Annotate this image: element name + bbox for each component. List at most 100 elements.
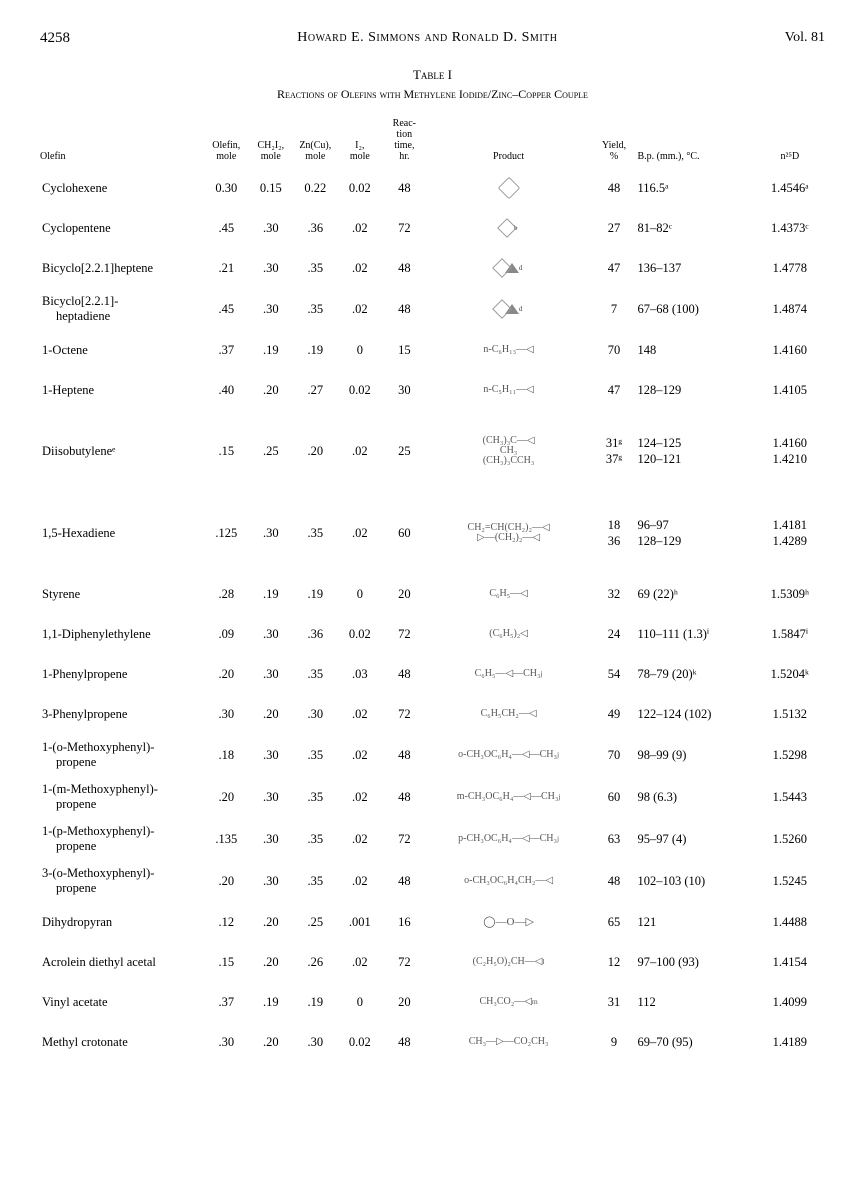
table-body: Cyclohexene0.300.150.220.024848116.5ᵃ1.4… <box>40 168 825 1062</box>
cell-time: 16 <box>382 902 427 942</box>
cell-bp: 95–97 (4) <box>637 818 754 860</box>
cell-om: .30 <box>204 694 249 734</box>
cell-i2: .03 <box>338 654 383 694</box>
cell-nd: 1.4488 <box>755 902 825 942</box>
cell-om: .125 <box>204 492 249 574</box>
col-olefin-mole: Olefin, mole <box>204 116 249 168</box>
cell-olefin: Cyclohexene <box>40 168 204 208</box>
cell-i2: .02 <box>338 248 383 288</box>
cell-olefin: 1,1-Diphenylethylene <box>40 614 204 654</box>
table-row: Cyclohexene0.300.150.220.024848116.5ᵃ1.4… <box>40 168 825 208</box>
cell-ch: .30 <box>249 288 294 330</box>
cell-ch: .30 <box>249 208 294 248</box>
cell-i2: 0.02 <box>338 168 383 208</box>
table-header: Olefin Olefin, mole CH₂I₂, mole Zn(Cu), … <box>40 116 825 168</box>
cell-i2: .02 <box>338 818 383 860</box>
cell-olefin: 3-Phenylpropene <box>40 694 204 734</box>
cell-time: 48 <box>382 776 427 818</box>
cell-bp: 112 <box>637 982 754 1022</box>
cell-time: 48 <box>382 734 427 776</box>
cell-i2: .02 <box>338 776 383 818</box>
table-row: 1-(o-Methoxyphenyl)-propene.18.30.35.024… <box>40 734 825 776</box>
cell-time: 48 <box>382 248 427 288</box>
cell-time: 25 <box>382 410 427 492</box>
cell-ch: .30 <box>249 614 294 654</box>
cell-zn: .27 <box>293 370 338 410</box>
cell-nd: 1.5298 <box>755 734 825 776</box>
cell-zn: .19 <box>293 330 338 370</box>
cell-yield: 63 <box>591 818 638 860</box>
cell-i2: 0 <box>338 330 383 370</box>
cell-ch: 0.15 <box>249 168 294 208</box>
cell-bp: 97–100 (93) <box>637 942 754 982</box>
cell-yield: 27 <box>591 208 638 248</box>
cell-time: 20 <box>382 982 427 1022</box>
table-row: 1-Octene.37.19.19015n-C₆H₁₃—◁701481.4160 <box>40 330 825 370</box>
cell-product: ◯—O—▷ <box>427 902 591 942</box>
cell-i2: .02 <box>338 734 383 776</box>
cell-nd: 1.5443 <box>755 776 825 818</box>
cell-bp: 102–103 (10) <box>637 860 754 902</box>
col-zncu: Zn(Cu), mole <box>293 116 338 168</box>
cell-om: .18 <box>204 734 249 776</box>
page-number: 4258 <box>40 30 70 47</box>
page-header: 4258 Howard E. Simmons and Ronald D. Smi… <box>40 30 825 47</box>
cell-product: C₆H₅CH₂—◁ <box>427 694 591 734</box>
cell-yield: 49 <box>591 694 638 734</box>
cell-product: (CH₃)₃C—◁ CH₃ (CH₃)₃CCH₃ <box>427 410 591 492</box>
cell-ch: .20 <box>249 1022 294 1062</box>
cell-zn: .25 <box>293 902 338 942</box>
cell-yield: 60 <box>591 776 638 818</box>
cell-i2: 0.02 <box>338 370 383 410</box>
cell-ch: .20 <box>249 370 294 410</box>
cell-i2: .001 <box>338 902 383 942</box>
table-row: 1-Heptene.40.20.270.0230n-C₅H₁₁—◁47128–1… <box>40 370 825 410</box>
cell-om: .45 <box>204 288 249 330</box>
cell-yield: 47 <box>591 248 638 288</box>
col-ch2i2: CH₂I₂, mole <box>249 116 294 168</box>
cell-nd: 1.5245 <box>755 860 825 902</box>
table-row: Methyl crotonate.30.20.300.0248CH₃—▷—CO₂… <box>40 1022 825 1062</box>
table-row: 1-(m-Methoxyphenyl)-propene.20.30.35.024… <box>40 776 825 818</box>
cell-product: n-C₆H₁₃—◁ <box>427 330 591 370</box>
cell-time: 72 <box>382 694 427 734</box>
cell-ch: .20 <box>249 942 294 982</box>
cell-nd: 1.4874 <box>755 288 825 330</box>
cell-bp: 110–111 (1.3)ⁱ <box>637 614 754 654</box>
col-bp: B.p. (mm.), °C. <box>637 116 754 168</box>
cell-time: 72 <box>382 942 427 982</box>
cell-nd: 1.4105 <box>755 370 825 410</box>
cell-yield: 18 36 <box>591 492 638 574</box>
cell-ch: .19 <box>249 574 294 614</box>
cell-om: .15 <box>204 410 249 492</box>
cell-i2: 0 <box>338 574 383 614</box>
cell-zn: .20 <box>293 410 338 492</box>
cell-nd: 1.4099 <box>755 982 825 1022</box>
cell-time: 60 <box>382 492 427 574</box>
table-row: Vinyl acetate.37.19.19020CH₃CO₂—◁ m31112… <box>40 982 825 1022</box>
table-subtitle: Reactions of Olefins with Methylene Iodi… <box>40 87 825 102</box>
cell-i2: .02 <box>338 208 383 248</box>
cell-yield: 47 <box>591 370 638 410</box>
cell-nd: 1.5260 <box>755 818 825 860</box>
cell-bp: 69 (22)ʰ <box>637 574 754 614</box>
cell-ch: .30 <box>249 734 294 776</box>
cell-nd: 1.4778 <box>755 248 825 288</box>
cell-product: C₆H₅—◁—CH₃ j <box>427 654 591 694</box>
cell-olefin: Bicyclo[2.2.1]heptene <box>40 248 204 288</box>
cell-ch: .30 <box>249 776 294 818</box>
cell-i2: .02 <box>338 942 383 982</box>
cell-time: 30 <box>382 370 427 410</box>
table-row: 1-(p-Methoxyphenyl)-propene.135.30.35.02… <box>40 818 825 860</box>
cell-time: 15 <box>382 330 427 370</box>
cell-zn: .35 <box>293 734 338 776</box>
cell-i2: 0.02 <box>338 614 383 654</box>
cell-ch: .30 <box>249 248 294 288</box>
cell-om: .40 <box>204 370 249 410</box>
table-row: 1,5-Hexadiene.125.30.35.0260CH₂=CH(CH₂)₂… <box>40 492 825 574</box>
cell-yield: 31 <box>591 982 638 1022</box>
data-table: Olefin Olefin, mole CH₂I₂, mole Zn(Cu), … <box>40 116 825 1062</box>
cell-om: .20 <box>204 654 249 694</box>
cell-yield: 24 <box>591 614 638 654</box>
col-time: Reac- tion time, hr. <box>382 116 427 168</box>
